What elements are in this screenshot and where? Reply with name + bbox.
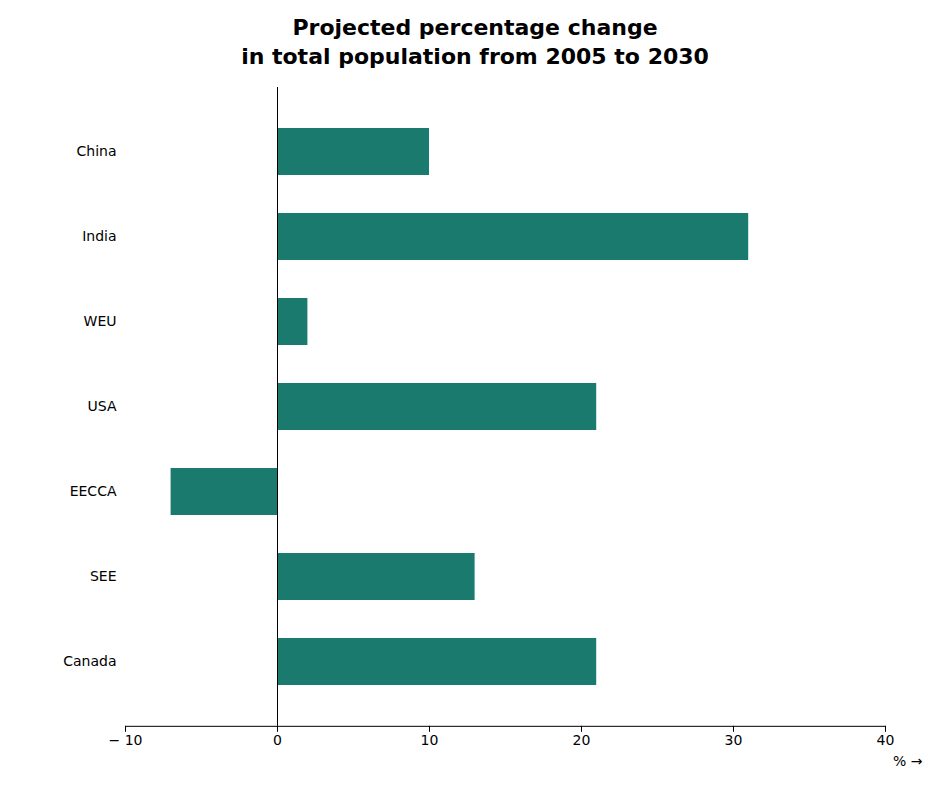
svg-text:% →: % → — [893, 754, 923, 770]
svg-text:30: 30 — [725, 732, 743, 748]
svg-text:China: China — [77, 144, 117, 160]
html-text:Projected percentage change in: Projected percentage change in total pop… — [241, 15, 709, 69]
svg-text:SEE: SEE — [90, 569, 117, 585]
svg-text:10: 10 — [421, 732, 439, 748]
svg-text:40: 40 — [877, 732, 895, 748]
svg-text:India: India — [82, 229, 116, 245]
svg-text:− 10: − 10 — [109, 732, 143, 748]
svg-text:USA: USA — [88, 399, 117, 415]
svg-text:0: 0 — [273, 732, 282, 748]
svg-text:20: 20 — [573, 732, 591, 748]
svg-text:WEU: WEU — [84, 314, 117, 330]
svg-text:EECCA: EECCA — [70, 484, 117, 500]
svg-text:Canada: Canada — [63, 654, 116, 670]
